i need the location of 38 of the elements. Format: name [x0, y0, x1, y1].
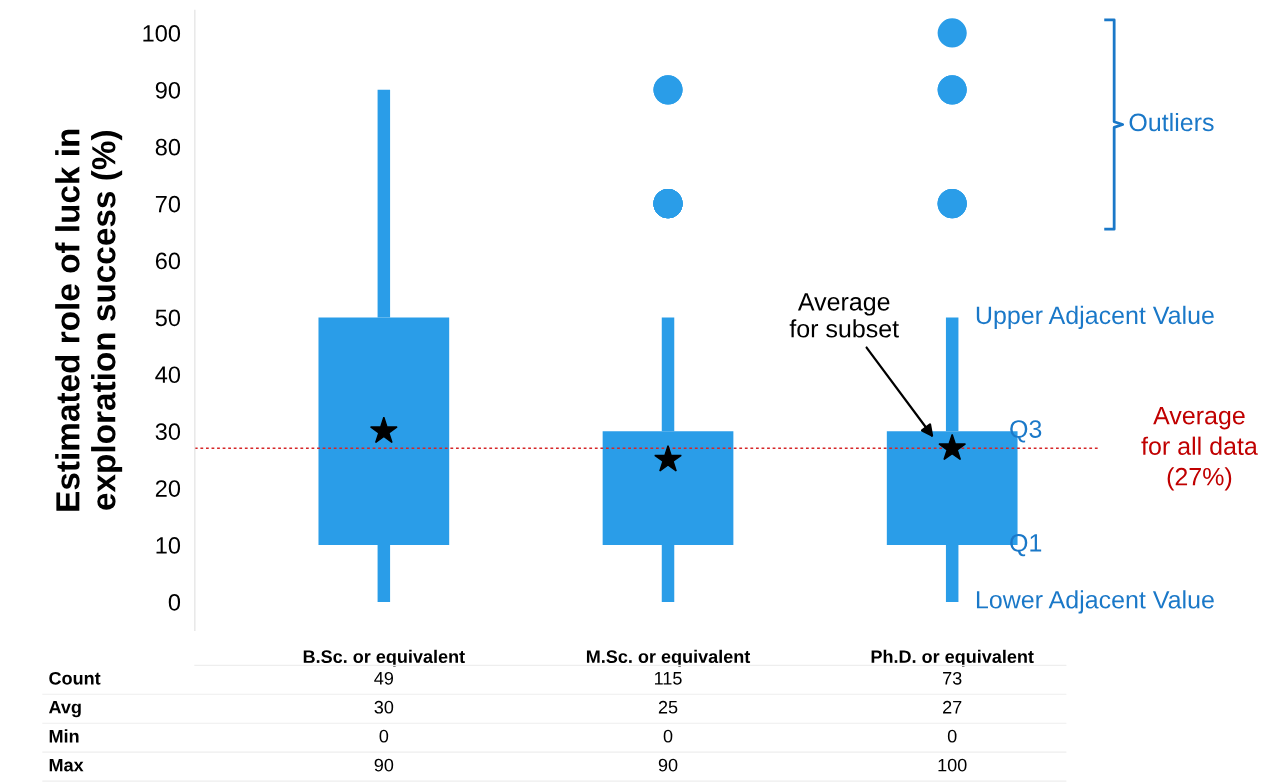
y-tick-label: 40: [155, 366, 181, 384]
y-tick-label: 100: [143, 25, 181, 42]
y-tick-label: 0: [168, 593, 181, 611]
y-tick-label: 20: [155, 480, 181, 497]
x-tick-label: B.Sc. or equivalent: [303, 649, 465, 667]
text: 25: [658, 700, 678, 714]
y-axis-title: Estimated role of luck in exploration success (%): [55, 129, 123, 511]
text: 73: [943, 671, 962, 685]
text: 30: [374, 700, 394, 714]
x-tick-label: M.Sc. or equivalent: [586, 649, 751, 667]
annotation: Lower Adjacent Value: [976, 590, 1214, 614]
y-tick-label: 80: [155, 138, 181, 156]
text: 0: [379, 729, 389, 743]
text: 27: [943, 700, 962, 714]
y-tick-label: 50: [155, 309, 181, 327]
text: Count: [49, 671, 101, 685]
annotation: Q3: [1010, 420, 1042, 443]
annotation: Upper Adjacent Value: [976, 305, 1214, 330]
text: 0: [663, 729, 673, 743]
text: 90: [658, 758, 678, 772]
text: 90: [374, 758, 394, 772]
text: 49: [374, 671, 394, 685]
y-tick-label: 60: [155, 252, 181, 270]
text: 100: [938, 758, 967, 772]
text: Avg: [48, 700, 81, 718]
y-tick-label: 90: [155, 81, 181, 99]
annotation: Average for subset: [789, 293, 899, 338]
annotation: Q1: [1010, 534, 1042, 557]
y-tick-label: 30: [155, 423, 181, 440]
text: 115: [654, 672, 682, 685]
text: Outliers: [1129, 112, 1214, 132]
x-tick-label: Ph.D. or equivalent: [871, 649, 1034, 667]
ref-line-label: Average for all data (27%): [1141, 406, 1258, 491]
y-tick-label: 10: [156, 537, 181, 554]
text: Min: [49, 729, 79, 743]
text: Max: [49, 758, 84, 772]
text: 0: [947, 729, 957, 743]
y-tick-label: 70: [155, 195, 181, 213]
